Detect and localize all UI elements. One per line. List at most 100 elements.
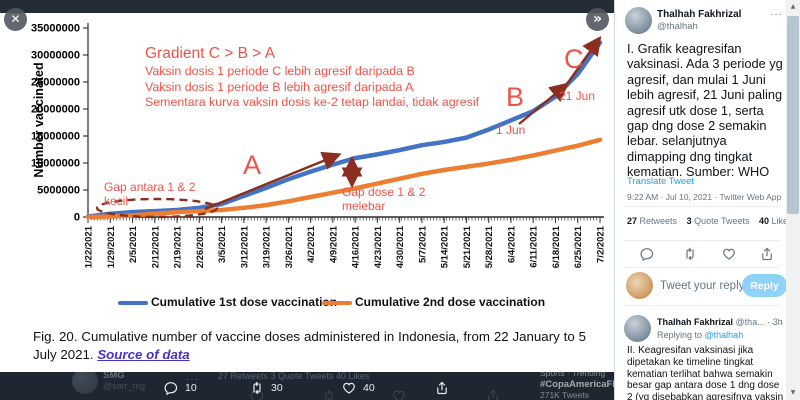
gradient-b-arrow [518, 82, 569, 125]
current-user-avatar[interactable] [626, 272, 653, 299]
trending-item[interactable]: Sports · Trending #CopaAmericaFINAL 271K… [540, 372, 614, 400]
source-of-data-link: Source of data [97, 346, 190, 362]
tweet1-avatar[interactable] [625, 7, 652, 34]
quote-tweets-count[interactable]: 3 [686, 216, 692, 226]
retweets-count[interactable]: 27 [627, 216, 638, 226]
tweet2-header: Thalhah Fakhrizal @tha... · 3h [657, 317, 783, 327]
next-image-button[interactable]: » [586, 8, 609, 31]
annotation-21-jun: 21 Jun [559, 89, 596, 103]
annotation-label-a: A [243, 150, 262, 180]
tweet2-body-text: II. Keagresifan vaksinasi jika dipetakan… [627, 345, 784, 400]
share-icon [435, 381, 449, 395]
divider [624, 240, 780, 241]
svg-text:10000000: 10000000 [31, 158, 80, 170]
retweets-label: Retweets [639, 216, 678, 226]
viewer-retweet-button[interactable]: 30 [250, 381, 283, 395]
reply-input[interactable]: Tweet your reply [660, 280, 745, 292]
viewer-like-count: 40 [363, 382, 375, 394]
viewer-reply-button[interactable]: 10 [164, 381, 197, 395]
annotation-label-b: B [506, 82, 525, 112]
viewer-like-button[interactable]: 40 [342, 381, 375, 395]
svg-text:4/9/2021: 4/9/2021 [328, 225, 339, 263]
scrollbar-down-arrow[interactable]: ▼ [790, 389, 796, 396]
tweet2-avatar[interactable] [624, 315, 651, 342]
gap-small-ellipse [95, 197, 219, 219]
page-scrollbar[interactable]: ▲ ▼ [786, 0, 800, 400]
tweet-sidebar: Thalhah Fakhrizal @thalhah ··· I. Grafik… [614, 0, 786, 400]
svg-text:4/16/2021: 4/16/2021 [351, 225, 362, 268]
ghost-share-icon [486, 389, 500, 400]
svg-text:4/2/2021: 4/2/2021 [306, 225, 317, 263]
chart-plot: 0 5000000 10000000 15000000 20000000 25000000… [31, 23, 606, 269]
translate-tweet-link[interactable]: Translate Tweet [627, 176, 695, 187]
viewer-retweet-count: 30 [271, 382, 283, 394]
svg-text:5/21/2021: 5/21/2021 [462, 225, 473, 268]
svg-text:25000000: 25000000 [31, 77, 80, 89]
trending-hashtag: #CopaAmericaFINAL [540, 379, 614, 390]
tweet1-author-handle[interactable]: @thalhah [657, 21, 698, 32]
reply-icon [164, 381, 178, 395]
reply-icon[interactable] [640, 247, 654, 261]
tweet1-body-text: I. Grafik keagresifan vaksinasi. Ada 3 p… [627, 41, 783, 180]
svg-text:5/28/2021: 5/28/2021 [484, 225, 495, 268]
annotation-gap-small: Gap antara 1 & 2 kecil [104, 180, 196, 208]
tweet2-more-button[interactable]: ··· [771, 318, 784, 329]
heart-icon[interactable] [722, 247, 736, 261]
viewer-reply-count: 10 [185, 382, 197, 394]
annotation-line-3: Sementara kurva vaksin dosis ke-2 tetap … [145, 95, 480, 109]
viewer-topbar [0, 0, 614, 13]
svg-text:5000000: 5000000 [37, 185, 80, 197]
svg-text:2/19/2021: 2/19/2021 [173, 225, 184, 268]
trending-category: Sports · Trending [540, 372, 606, 378]
svg-text:6/25/2021: 6/25/2021 [573, 225, 584, 268]
gradient-c-arrow [566, 35, 602, 85]
replying-to-handle-link[interactable]: @thalhah [704, 330, 744, 340]
divider [624, 267, 780, 268]
faded-tweet-stats: 27 Retweets 3 Quote Tweets 40 Likes [218, 372, 370, 381]
svg-text:4/30/2021: 4/30/2021 [395, 225, 406, 268]
svg-text:4/23/2021: 4/23/2021 [373, 225, 384, 268]
svg-text:30000000: 30000000 [31, 50, 80, 62]
legend-second-dose: Cumulative 2nd dose vaccination [322, 295, 545, 309]
trending-tweet-count: 271K Tweets [540, 390, 589, 400]
faded-account-handle: @sarr_mg [103, 381, 146, 391]
ghost-heart-icon [392, 389, 406, 400]
reply-submit-button[interactable]: Reply [742, 274, 786, 297]
retweet-icon[interactable] [683, 247, 697, 261]
svg-text:5/7/2021: 5/7/2021 [417, 225, 428, 263]
tweet1-stats-row[interactable]: 27 Retweets 3 Quote Tweets 40 Likes [627, 216, 786, 226]
heart-icon [342, 381, 356, 395]
legend-swatch-first-dose [118, 300, 148, 306]
vaccination-chart-image: Number vaccinated 0 5000000 10000000 150000… [31, 23, 606, 362]
annotation-paragraph: Vaksin dosis 1 periode C lebih agresif d… [145, 64, 479, 111]
scrollbar-thumb[interactable] [787, 16, 799, 214]
svg-text:6/4/2021: 6/4/2021 [506, 225, 517, 263]
tweet1-more-button[interactable]: ··· [770, 9, 783, 20]
tweet2-replying-to: Replying to @thalhah [657, 330, 744, 340]
svg-text:1/22/2021: 1/22/2021 [84, 225, 95, 268]
legend-swatch-second-dose [322, 300, 352, 306]
ghost-reply-icon [250, 389, 264, 400]
tweet2-author-name[interactable]: Thalhah Fakhrizal [657, 317, 734, 327]
annotation-label-c: C [564, 44, 584, 74]
likes-count[interactable]: 40 [759, 216, 770, 226]
share-icon[interactable] [760, 247, 774, 261]
svg-text:1/29/2021: 1/29/2021 [106, 225, 117, 268]
annotation-line-2: Vaksin dosis 1 periode B lebih agresif d… [145, 79, 414, 94]
tweet1-timestamp: 9:22 AM · Jul 10, 2021 · Twitter Web App [627, 192, 782, 202]
viewer-bottombar: SMG @sarr_mg ··· 27 Retweets 3 Quote Twe… [0, 372, 614, 400]
legend-first-dose: Cumulative 1st dose vaccination [118, 295, 337, 309]
scrollbar-up-arrow[interactable]: ▲ [790, 3, 796, 10]
svg-text:3/19/2021: 3/19/2021 [262, 225, 273, 268]
tweet1-author-name[interactable]: Thalhah Fakhrizal [657, 9, 742, 20]
svg-text:35000000: 35000000 [31, 23, 80, 35]
likes-label: Likes [771, 216, 786, 226]
close-button[interactable]: ✕ [4, 8, 27, 31]
figure-caption: Fig. 20. Cumulative number of vaccine do… [33, 329, 586, 362]
annotation-1-jun: 1 Jun [496, 123, 526, 137]
svg-text:20000000: 20000000 [31, 104, 80, 116]
svg-text:2/5/2021: 2/5/2021 [128, 225, 139, 263]
viewer-share-button[interactable] [435, 381, 449, 395]
svg-text:3/26/2021: 3/26/2021 [284, 225, 295, 268]
